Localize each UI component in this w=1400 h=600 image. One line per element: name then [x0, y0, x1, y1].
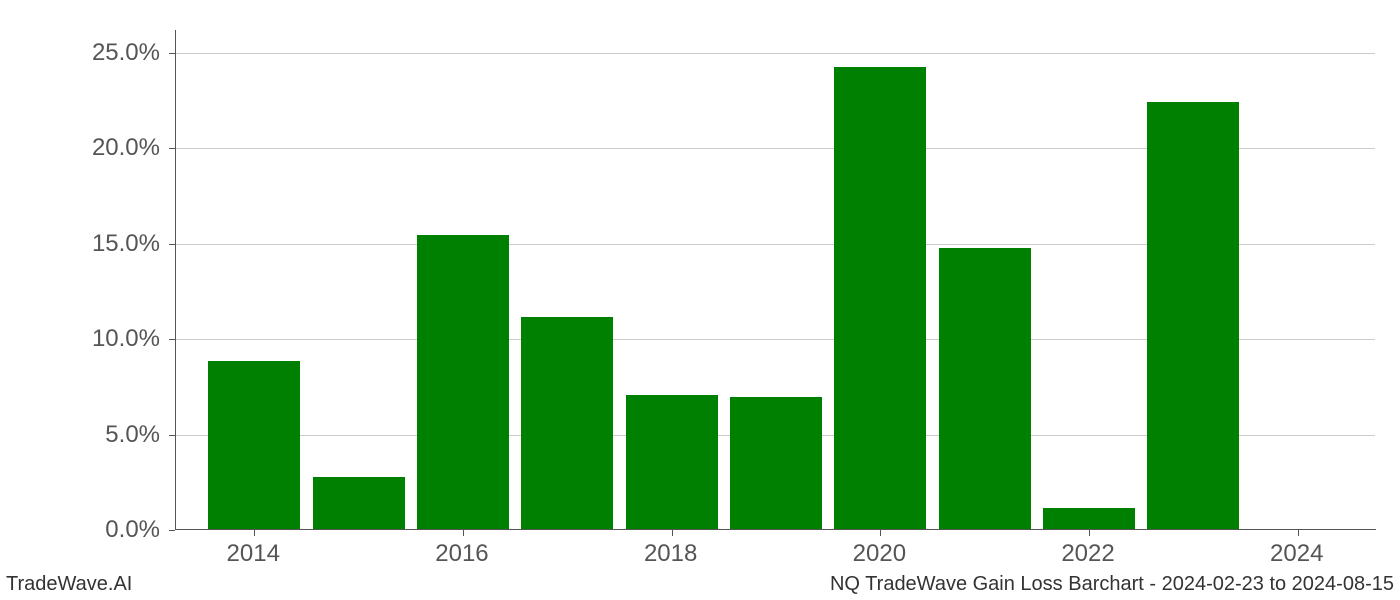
bar	[313, 477, 405, 529]
y-tick-label: 25.0%	[65, 39, 160, 67]
y-axis-spine	[175, 30, 176, 529]
footer-caption-text: NQ TradeWave Gain Loss Barchart - 2024-0…	[830, 573, 1394, 595]
y-tick-label: 10.0%	[65, 325, 160, 353]
gridline	[176, 53, 1375, 54]
x-tick-label: 2016	[435, 540, 488, 568]
x-tick-mark	[1298, 530, 1299, 536]
bar	[1043, 508, 1135, 529]
footer-brand-text: TradeWave.AI	[6, 573, 132, 595]
y-tick-mark	[169, 148, 175, 149]
y-tick-mark	[169, 339, 175, 340]
x-tick-label: 2018	[644, 540, 697, 568]
y-tick-mark	[169, 53, 175, 54]
y-tick-mark	[169, 435, 175, 436]
bar	[1147, 102, 1239, 529]
footer-brand: TradeWave.AI	[6, 573, 132, 596]
x-tick-mark	[463, 530, 464, 536]
y-tick-label: 20.0%	[65, 134, 160, 162]
bar	[834, 67, 926, 529]
y-tick-label: 5.0%	[65, 421, 160, 449]
y-tick-mark	[169, 244, 175, 245]
y-tick-mark	[169, 530, 175, 531]
y-tick-label: 0.0%	[65, 516, 160, 544]
bar	[521, 317, 613, 529]
x-tick-label: 2022	[1061, 540, 1114, 568]
x-tick-mark	[672, 530, 673, 536]
footer-caption: NQ TradeWave Gain Loss Barchart - 2024-0…	[830, 573, 1394, 596]
bar	[626, 395, 718, 529]
y-tick-label: 15.0%	[65, 230, 160, 258]
bar	[939, 248, 1031, 529]
x-tick-mark	[1089, 530, 1090, 536]
chart-container: TradeWave.AI NQ TradeWave Gain Loss Barc…	[0, 0, 1400, 600]
bar	[208, 361, 300, 529]
bar	[417, 235, 509, 529]
x-axis-spine	[175, 529, 1376, 530]
plot-area	[175, 30, 1375, 530]
bar	[730, 397, 822, 529]
x-tick-label: 2014	[227, 540, 280, 568]
x-tick-label: 2024	[1270, 540, 1323, 568]
x-tick-mark	[254, 530, 255, 536]
x-tick-mark	[880, 530, 881, 536]
x-tick-label: 2020	[853, 540, 906, 568]
